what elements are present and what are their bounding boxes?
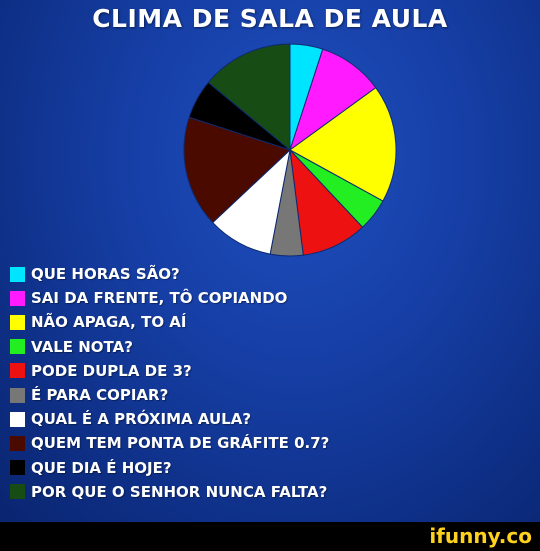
legend-swatch xyxy=(10,339,25,355)
pie-slice-3 xyxy=(289,86,397,202)
legend-label: QUAL É A PRÓXIMA AULA? xyxy=(31,410,252,429)
chart-panel: CLIMA DE SALA DE AULA QUE HORAS SÃO? SAI … xyxy=(0,0,540,522)
pie-chart xyxy=(183,43,397,257)
legend-label: VALE NOTA? xyxy=(31,337,133,356)
legend-item-8: QUEM TEM PONTA DE GRÁFITE 0.7? xyxy=(10,431,329,455)
legend-swatch xyxy=(10,314,25,330)
legend-label: POR QUE O SENHOR NUNCA FALTA? xyxy=(31,482,328,501)
chart-title: CLIMA DE SALA DE AULA xyxy=(92,4,448,33)
legend-swatch xyxy=(10,484,25,500)
ifunny-watermark[interactable]: ifunny.co xyxy=(429,524,532,548)
legend-item-6: É PARA COPIAR? xyxy=(10,383,329,407)
chart-legend: QUE HORAS SÃO? SAI DA FRENTE, TÔ COPIANDO… xyxy=(10,262,329,504)
legend-swatch xyxy=(10,290,25,306)
legend-swatch xyxy=(10,266,25,282)
legend-swatch xyxy=(10,435,25,451)
legend-item-3: NÃO APAGA, TO AÍ xyxy=(10,310,329,334)
legend-swatch xyxy=(10,363,25,379)
legend-label: QUE DIA É HOJE? xyxy=(31,458,172,477)
legend-label: NÃO APAGA, TO AÍ xyxy=(31,313,187,332)
legend-swatch xyxy=(10,460,25,476)
legend-item-1: QUE HORAS SÃO? xyxy=(10,262,329,286)
pie-slice-10 xyxy=(207,43,291,152)
pie-slice-8 xyxy=(183,116,291,224)
legend-item-10: POR QUE O SENHOR NUNCA FALTA? xyxy=(10,480,329,504)
footer-bar: ifunny.co xyxy=(0,522,540,551)
legend-item-9: QUE DIA É HOJE? xyxy=(10,456,329,480)
legend-swatch xyxy=(10,387,25,403)
legend-label: É PARA COPIAR? xyxy=(31,386,169,405)
legend-label: QUE HORAS SÃO? xyxy=(31,265,180,284)
legend-item-2: SAI DA FRENTE, TÔ COPIANDO xyxy=(10,286,329,310)
legend-label: PODE DUPLA DE 3? xyxy=(31,361,192,380)
legend-swatch xyxy=(10,411,25,427)
legend-label: SAI DA FRENTE, TÔ COPIANDO xyxy=(31,289,288,308)
legend-item-5: PODE DUPLA DE 3? xyxy=(10,359,329,383)
legend-item-4: VALE NOTA? xyxy=(10,335,329,359)
legend-label: QUEM TEM PONTA DE GRÁFITE 0.7? xyxy=(31,434,330,453)
legend-item-7: QUAL É A PRÓXIMA AULA? xyxy=(10,407,329,431)
